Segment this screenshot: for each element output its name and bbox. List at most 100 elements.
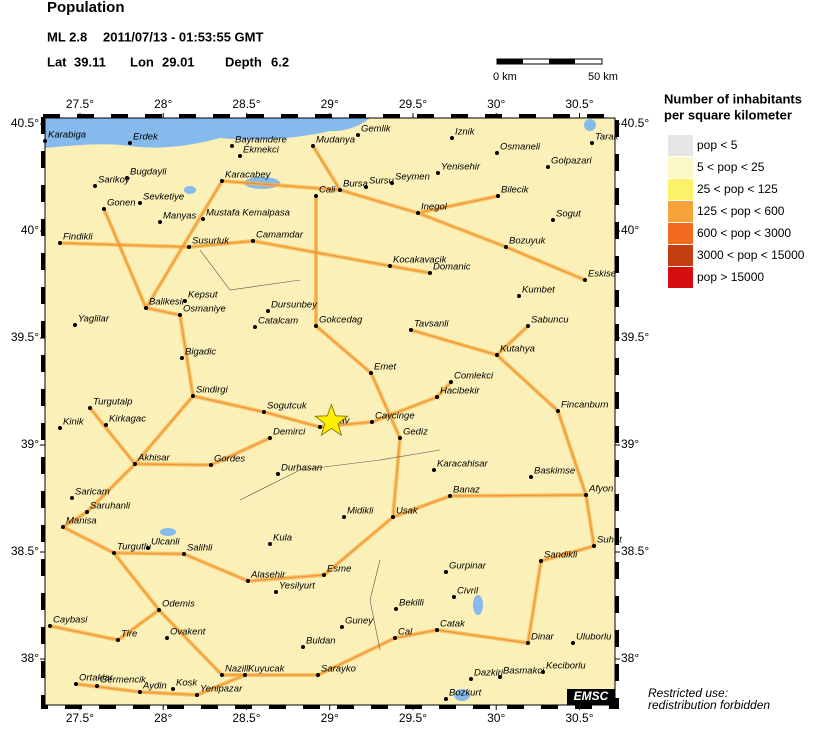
city-label: Findikli	[63, 232, 93, 243]
legend-label: 125 < pop < 600	[697, 204, 785, 218]
city-dot	[112, 551, 116, 555]
legend-label: pop < 5	[697, 138, 738, 152]
city-dot	[571, 641, 575, 645]
city-dot	[125, 176, 129, 180]
city-dot	[342, 515, 346, 519]
city-label: Kumbet	[522, 285, 555, 296]
city-label: Comlekci	[454, 371, 494, 382]
city-dot	[73, 323, 77, 327]
city-dot	[266, 309, 270, 313]
city-label: Keciborlu	[546, 661, 586, 672]
city-dot	[274, 590, 278, 594]
city-dot	[158, 220, 162, 224]
city-label: Mustafa Kemalpasa	[206, 208, 290, 219]
city-dot	[246, 579, 250, 583]
lon-value: 29.01	[162, 54, 195, 69]
road-core	[89, 407, 271, 466]
city-dot	[435, 395, 439, 399]
city-label: Emet	[374, 362, 397, 373]
city-label: Sogut	[556, 209, 581, 220]
city-dot	[356, 133, 360, 137]
city-dot	[526, 641, 530, 645]
city-dot	[195, 693, 199, 697]
city-dot	[469, 677, 473, 681]
lon-tick-label: 28.5°	[232, 97, 260, 111]
city-label: Akhisar	[137, 453, 171, 464]
gulf	[330, 118, 370, 132]
river	[239, 449, 441, 501]
city-dot	[253, 325, 257, 329]
lat-tick-label: 39.5°	[11, 330, 39, 344]
city-label: Sabuncu	[531, 315, 569, 326]
city-label: Bozuyuk	[509, 236, 547, 247]
city-label: Bigadic	[185, 347, 216, 358]
city-label: Sursu	[369, 176, 395, 187]
city-label: Karacabey	[225, 170, 272, 181]
city-label: Caybasi	[53, 615, 88, 626]
city-dot	[209, 463, 213, 467]
sea	[45, 118, 330, 148]
city-label: Sandikli	[544, 550, 578, 561]
lake	[584, 119, 596, 131]
legend-label: 5 < pop < 25	[697, 160, 765, 174]
city-dot	[388, 264, 392, 268]
city-label: Gurpinar	[449, 561, 487, 572]
city-label: Golpazari	[551, 156, 593, 167]
city-label: Aydin	[142, 681, 167, 692]
city-label: Hacibekir	[440, 386, 480, 397]
city-label: Kuyucak	[248, 664, 286, 675]
lon-tick-label: 28°	[154, 711, 172, 725]
city-dot	[268, 542, 272, 546]
city-label: Yesilyurt	[279, 581, 315, 592]
city-label: Tarak	[595, 132, 620, 143]
footer: redistribution forbidden	[648, 698, 770, 712]
city-label: Seymen	[395, 172, 430, 183]
city-label: Susurluk	[192, 236, 230, 247]
city-dot	[220, 179, 224, 183]
legend-swatch	[668, 157, 693, 178]
city-label: Cali	[319, 185, 336, 196]
legend-swatch	[668, 135, 693, 156]
lon-tick-label: 30.5°	[565, 97, 593, 111]
city-dot	[191, 394, 195, 398]
legend-swatch	[668, 179, 693, 200]
lat-tick-label: 39.5°	[621, 330, 649, 344]
city-label: Catalcam	[258, 316, 298, 327]
scale-end: 50 km	[588, 71, 618, 83]
depth-value: 6.2	[271, 54, 289, 69]
datetime: 2011/07/13 - 01:53:55 GMT	[103, 29, 263, 44]
lon-tick-label: 30°	[487, 711, 505, 725]
city-dot	[243, 673, 247, 677]
road-core	[75, 674, 246, 696]
lake	[160, 528, 176, 536]
city-dot	[95, 684, 99, 688]
lon-tick-label: 27.5°	[66, 711, 94, 725]
city-label: Demirci	[273, 427, 306, 438]
city-label: Eskise	[588, 269, 616, 280]
legend-label: 3000 < pop < 15000	[697, 248, 805, 262]
city-dot	[187, 245, 191, 249]
city-label: Kula	[273, 533, 292, 544]
city-label: Salihli	[187, 543, 213, 554]
city-dot	[546, 165, 550, 169]
lon-tick-label: 28.5°	[232, 711, 260, 725]
city-dot	[301, 645, 305, 649]
city-label: Tavsanli	[414, 319, 449, 330]
city-label: Durhasan	[281, 463, 322, 474]
city-dot	[584, 493, 588, 497]
scale-start: 0 km	[493, 71, 517, 83]
city-label: Yenisehir	[441, 162, 481, 173]
city-dot	[178, 313, 182, 317]
city-dot	[428, 271, 432, 275]
lon-tick-label: 28°	[154, 97, 172, 111]
city-label: Civril	[457, 586, 479, 597]
lat-tick-label: 40.5°	[621, 116, 649, 130]
city-dot	[435, 628, 439, 632]
city-dot	[182, 552, 186, 556]
city-label: Sevketiye	[143, 192, 184, 203]
city-label: Bilecik	[501, 185, 530, 196]
city-label: Baskimse	[534, 466, 575, 477]
city-label: Cal	[398, 627, 413, 638]
city-dot	[393, 636, 397, 640]
city-label: Germencik	[100, 675, 147, 686]
